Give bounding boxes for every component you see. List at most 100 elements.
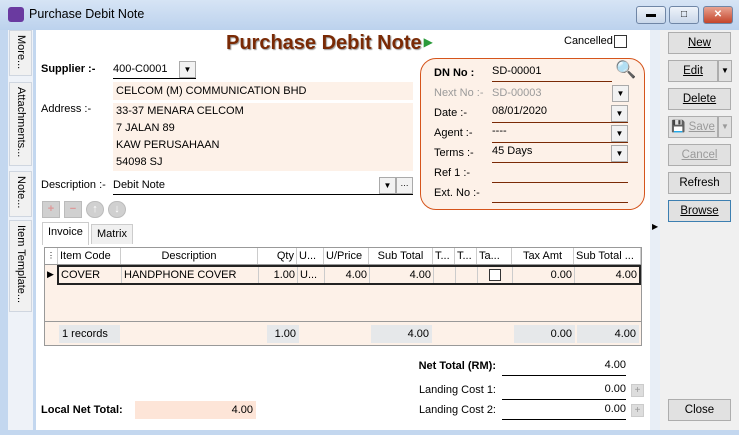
minimize-button[interactable]: ▬: [636, 6, 666, 24]
ref1-field[interactable]: [492, 165, 628, 183]
cell-item-code[interactable]: COVER: [59, 267, 122, 283]
new-label: New: [687, 37, 711, 49]
next-no-dropdown-button[interactable]: ▼: [612, 85, 629, 102]
tab-attachments[interactable]: Attachments...: [9, 82, 32, 166]
col-tax-inclusive[interactable]: Ta...: [477, 248, 512, 264]
delete-label: Delete: [682, 93, 717, 105]
cell-tax-amt[interactable]: 0.00: [513, 267, 575, 283]
landing-cost-2-field[interactable]: 0.00: [502, 403, 626, 420]
expand-arrow-icon[interactable]: ▶: [652, 222, 659, 231]
tab-item-template[interactable]: Item Template...: [9, 220, 32, 312]
page-title-group: Purchase Debit Note ▶: [226, 32, 433, 55]
description-field[interactable]: Debit Note: [113, 177, 413, 195]
footer-subtotal-tax: 4.00: [577, 325, 639, 343]
document-panel: [420, 58, 645, 210]
grid-header: ⋮ Item Code Description Qty U... U/Price…: [45, 248, 641, 265]
agent-dropdown-button[interactable]: ▼: [611, 125, 628, 142]
cell-tax-code[interactable]: [434, 267, 456, 283]
date-field[interactable]: 08/01/2020: [492, 105, 628, 123]
col-tax-code[interactable]: T...: [433, 248, 455, 264]
agent-field[interactable]: ----: [492, 125, 628, 143]
local-net-total-value: 4.00: [135, 401, 256, 419]
dn-no-label: DN No :: [434, 67, 475, 79]
cancel-label: Cancel: [681, 149, 718, 161]
move-up-button[interactable]: ↑: [86, 201, 104, 218]
edit-label: Edit: [683, 65, 703, 77]
tab-matrix[interactable]: Matrix: [91, 224, 133, 244]
col-tax-rate[interactable]: T...: [455, 248, 477, 264]
ext-no-field[interactable]: [492, 185, 628, 203]
landing-cost-1-add-button[interactable]: +: [631, 384, 644, 397]
ext-no-label: Ext. No :-: [434, 187, 480, 199]
date-label: Date :-: [434, 107, 468, 119]
description-label: Description :-: [41, 179, 106, 191]
close-button[interactable]: Close: [668, 399, 731, 421]
app-icon: [8, 7, 24, 22]
next-no-label: Next No :-: [434, 87, 484, 99]
date-value: 08/01/2020: [492, 105, 548, 117]
dn-no-field[interactable]: SD-00001: [492, 65, 612, 82]
terms-dropdown-button[interactable]: ▼: [611, 145, 628, 162]
net-total-value: 4.00: [502, 359, 626, 376]
maximize-button[interactable]: □: [669, 6, 699, 24]
new-button[interactable]: New: [668, 32, 731, 54]
move-down-button[interactable]: ↓: [108, 201, 126, 218]
edit-button[interactable]: Edit: [668, 60, 718, 82]
save-dropdown-button[interactable]: ▼: [718, 116, 732, 138]
records-count: 1 records: [59, 325, 120, 343]
next-no-value: SD-00003: [492, 87, 542, 99]
col-uprice[interactable]: U/Price: [324, 248, 369, 264]
supplier-dropdown-button[interactable]: ▼: [179, 61, 196, 78]
tab-invoice[interactable]: Invoice: [42, 222, 89, 245]
save-button[interactable]: 💾 Save: [668, 116, 718, 138]
col-subtotal[interactable]: Sub Total: [369, 248, 433, 264]
date-dropdown-button[interactable]: ▼: [611, 105, 628, 122]
cell-subtotal-tax[interactable]: 4.00: [615, 269, 637, 281]
add-row-button[interactable]: +: [42, 201, 60, 218]
window-title: Purchase Debit Note: [29, 7, 145, 21]
supplier-code-field[interactable]: 400-C0001: [113, 61, 196, 79]
terms-field[interactable]: 45 Days: [492, 145, 628, 163]
col-description[interactable]: Description: [121, 248, 258, 264]
col-tax-amt[interactable]: Tax Amt: [512, 248, 574, 264]
supplier-name-field[interactable]: CELCOM (M) COMMUNICATION BHD: [113, 82, 413, 100]
cancel-button[interactable]: Cancel: [668, 144, 731, 166]
tax-inclusive-checkbox[interactable]: [489, 269, 501, 281]
save-icon: 💾: [671, 121, 686, 133]
col-qty[interactable]: Qty: [258, 248, 297, 264]
delete-row-button[interactable]: −: [64, 201, 82, 218]
tab-note[interactable]: Note...: [9, 171, 32, 217]
col-item-code[interactable]: Item Code: [58, 248, 121, 264]
column-chooser-icon[interactable]: ⋮: [45, 248, 58, 264]
search-icon[interactable]: 🔍: [615, 60, 637, 79]
cell-uprice[interactable]: 4.00: [325, 267, 370, 283]
table-row[interactable]: COVER HANDPHONE COVER 1.00 U... 4.00 4.0…: [57, 265, 641, 285]
col-subtotal-tax[interactable]: Sub Total ...: [574, 248, 641, 264]
footer-qty: 1.00: [267, 325, 299, 343]
delete-button[interactable]: Delete: [668, 88, 731, 110]
landing-cost-1-field[interactable]: 0.00: [502, 383, 626, 400]
title-bar: [0, 0, 739, 30]
edit-dropdown-button[interactable]: ▼: [718, 60, 732, 82]
address-line: KAW PERUSAHAAN: [116, 139, 220, 151]
splitter[interactable]: [650, 30, 660, 430]
description-more-button[interactable]: ⋯: [396, 177, 413, 194]
tab-more[interactable]: More...: [9, 30, 32, 76]
cell-description[interactable]: HANDPHONE COVER: [122, 267, 259, 283]
page-title: Purchase Debit Note: [226, 32, 422, 54]
browse-button[interactable]: Browse: [668, 200, 731, 222]
col-uom[interactable]: U...: [297, 248, 324, 264]
cell-uom[interactable]: U...: [298, 267, 325, 283]
current-row-indicator: ▶: [47, 269, 54, 279]
close-window-button[interactable]: ✕: [703, 6, 733, 24]
browse-label: Browse: [680, 205, 719, 217]
refresh-button[interactable]: Refresh: [668, 172, 731, 194]
address-field[interactable]: 33-37 MENARA CELCOM 7 JALAN 89 KAW PERUS…: [113, 103, 413, 171]
cell-qty[interactable]: 1.00: [259, 267, 298, 283]
cell-subtotal[interactable]: 4.00: [370, 267, 434, 283]
landing-cost-2-add-button[interactable]: +: [631, 404, 644, 417]
cancelled-checkbox[interactable]: [614, 35, 627, 48]
description-dropdown-button[interactable]: ▼: [379, 177, 396, 194]
cell-tax-rate[interactable]: [456, 267, 478, 283]
save-label: Save: [688, 121, 715, 133]
